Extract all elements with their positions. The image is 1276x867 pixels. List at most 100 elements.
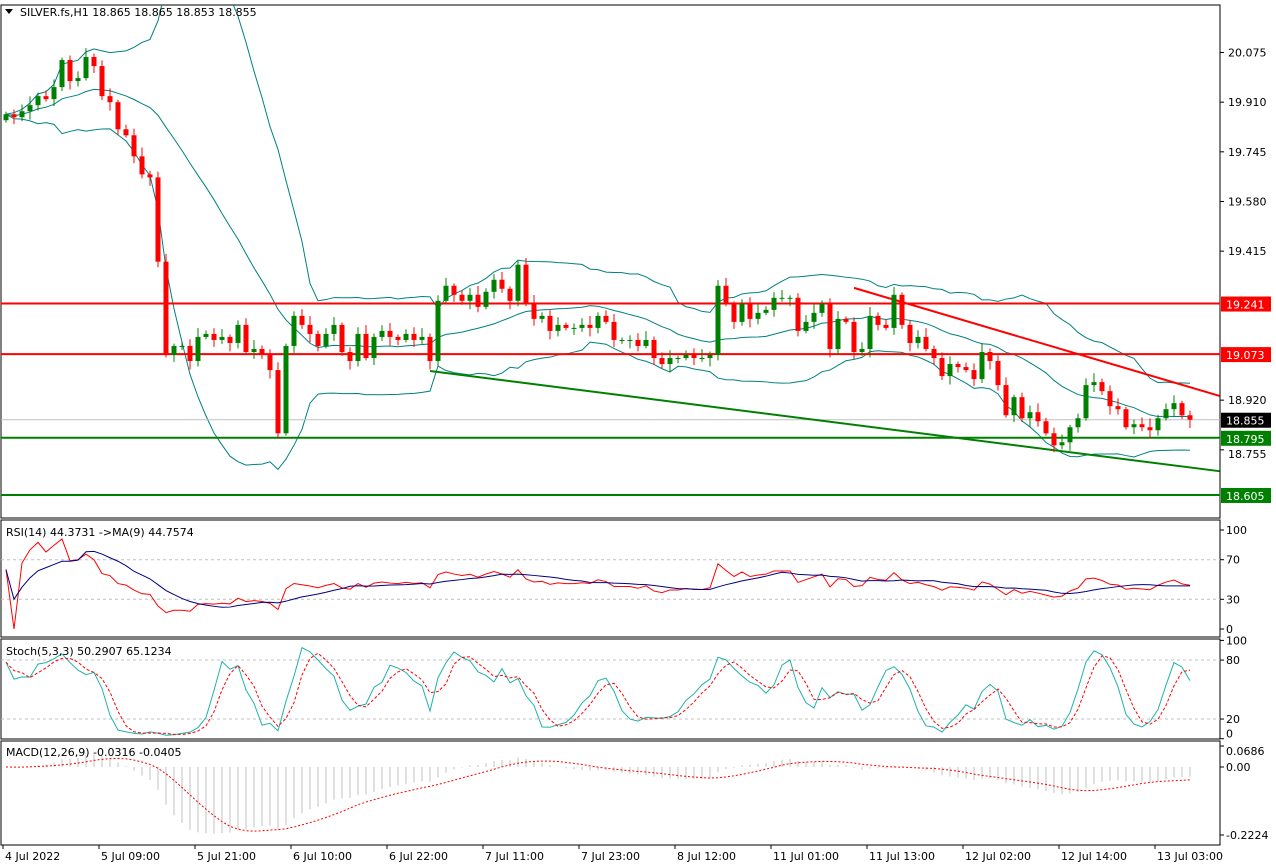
candle (1147, 418, 1153, 439)
candle-body (851, 321, 857, 352)
candle-body (1083, 385, 1089, 419)
level-label: 19.073 (1226, 349, 1265, 362)
candle-body (1163, 409, 1169, 419)
candle-body (91, 57, 97, 67)
candle (923, 328, 929, 352)
candle-body (83, 57, 89, 79)
candle-body (171, 345, 177, 356)
candle-body (995, 361, 1001, 386)
candle-body (915, 336, 921, 343)
candle (1139, 417, 1145, 432)
candle (987, 348, 993, 370)
level-label-box (1221, 347, 1271, 363)
candle (27, 96, 33, 120)
candle (915, 330, 921, 349)
candle (1107, 385, 1113, 415)
candle-body (483, 291, 489, 307)
candle-body (43, 96, 49, 100)
candle (371, 333, 377, 365)
candle-body (227, 336, 233, 343)
candle (267, 349, 273, 379)
candle-body (251, 348, 257, 352)
candle-body (1099, 382, 1105, 392)
candle (939, 352, 945, 380)
candle (459, 290, 465, 305)
candle-body (115, 102, 121, 130)
candle (907, 320, 913, 352)
candle (1099, 378, 1105, 396)
candle (499, 271, 505, 293)
candle-body (475, 294, 481, 307)
candle-body (3, 114, 9, 121)
candle (843, 316, 849, 325)
candle-body (435, 300, 441, 362)
candle-body (955, 364, 961, 368)
candle-body (947, 364, 953, 377)
candle (411, 327, 417, 347)
panel-frame-3 (0, 740, 1221, 846)
candle-body (315, 333, 321, 346)
candle (667, 350, 673, 373)
candle (819, 300, 825, 317)
candle-body (883, 324, 889, 328)
price-tick-label: 19.910 (1228, 96, 1267, 109)
candle-body (107, 96, 113, 103)
candle-body (243, 324, 249, 352)
candle (531, 294, 537, 326)
panel-frame-0 (0, 4, 1221, 519)
candle (771, 292, 777, 317)
candle (19, 104, 25, 122)
candle-body (683, 355, 689, 359)
candle (715, 280, 721, 361)
candle-body (1051, 433, 1057, 446)
candle-body (1003, 385, 1009, 416)
candle-body (667, 358, 673, 365)
candle (235, 320, 241, 349)
time-tick-label: 5 Jul 21:00 (197, 850, 256, 863)
time-tick-label: 5 Jul 09:00 (101, 850, 160, 863)
candle (387, 323, 393, 346)
candle (707, 351, 713, 367)
candle (75, 71, 81, 87)
macd-signal-line (5, 757, 1191, 832)
candle (779, 290, 785, 302)
axis-tick-label: 70 (1226, 554, 1240, 567)
rsi-ma-line (5, 550, 1191, 608)
candle (43, 90, 49, 102)
level-label-box (1221, 296, 1271, 312)
axis-tick-label: 0.00 (1226, 761, 1251, 774)
candle (451, 283, 457, 302)
stoch-signal-line (5, 652, 1191, 735)
candle-body (755, 312, 761, 319)
candle (1155, 414, 1161, 436)
candle (947, 356, 953, 385)
candle (739, 299, 745, 326)
candle-body (467, 294, 473, 301)
candle-body (347, 351, 353, 362)
candle (1011, 394, 1017, 423)
candle (307, 316, 313, 343)
candle-body (147, 174, 153, 178)
time-tick-label: 6 Jul 22:00 (389, 850, 448, 863)
candle (579, 318, 585, 332)
candle-body (179, 345, 185, 347)
price-tick-label: 19.415 (1228, 245, 1267, 258)
candle-body (139, 156, 145, 175)
candle (67, 55, 73, 90)
candle (683, 350, 689, 361)
candle-body (51, 87, 57, 100)
candle (867, 307, 873, 358)
level-label-box (1221, 430, 1271, 446)
candle-body (1147, 427, 1153, 431)
candle-body (283, 345, 289, 434)
candle-body (259, 348, 265, 356)
candle-body (235, 324, 241, 343)
candle-body (1027, 412, 1033, 419)
axis-tick-label: 100 (1226, 524, 1247, 537)
candle (1035, 403, 1041, 427)
candle (627, 335, 633, 349)
candle (147, 170, 153, 186)
candle (699, 349, 705, 362)
candle (1059, 434, 1065, 450)
